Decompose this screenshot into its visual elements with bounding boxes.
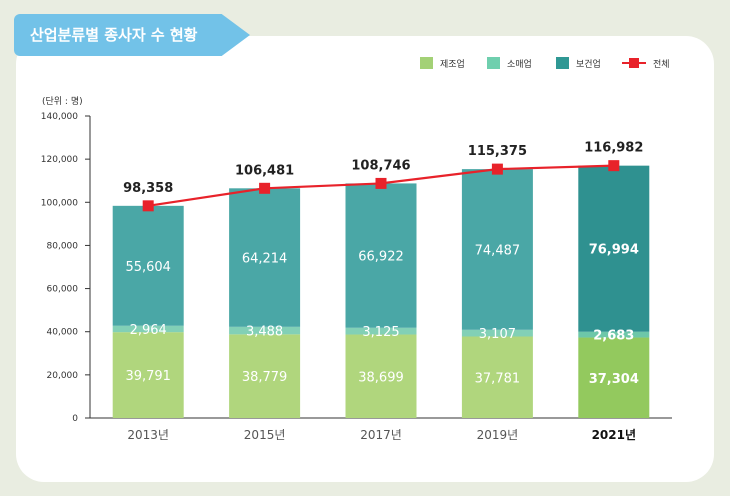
x-tick-label: 2017년 [360, 428, 402, 442]
legend-swatch-marker [629, 58, 639, 68]
total-value-label: 108,746 [351, 158, 410, 173]
y-tick-label: 0 [72, 414, 78, 424]
bar-segment [578, 165, 650, 332]
bars [112, 165, 650, 418]
bar-value-label: 66,922 [358, 250, 404, 265]
bar-value-label: 74,487 [475, 243, 521, 258]
unit-label: (단위 : 명) [42, 96, 83, 107]
y-tick-label: 100,000 [41, 198, 78, 208]
y-tick-label: 20,000 [47, 371, 79, 381]
bar-segment [229, 334, 301, 418]
y-tick-label: 60,000 [47, 285, 79, 295]
legend-label: 소매업 [507, 59, 532, 70]
x-tick-label: 2019년 [477, 428, 519, 442]
legend: 제조업 소매업 보건업 전체 [420, 57, 670, 70]
total-value-label: 98,358 [123, 181, 173, 196]
bar-segment [112, 205, 184, 326]
bar-value-label: 38,699 [358, 370, 404, 385]
bar-value-label: 64,214 [242, 252, 288, 267]
total-value-label: 106,481 [235, 163, 294, 178]
bar-segment [345, 183, 417, 328]
bar-value-label: 55,604 [125, 260, 171, 275]
bar-segment [578, 337, 650, 418]
bar-segment [229, 326, 301, 335]
total-value-label: 116,982 [584, 141, 643, 156]
data-labels: 39,791 2,964 55,604 38,779 3,488 64,214 38,699… [123, 141, 643, 387]
y-tick-label: 80,000 [47, 241, 79, 251]
legend-label: 보건업 [576, 59, 601, 70]
title-banner [14, 14, 250, 56]
total-line-marker [142, 200, 154, 212]
bar-segment [461, 336, 533, 418]
legend-label: 제조업 [440, 59, 465, 70]
bar-value-label: 38,779 [242, 370, 288, 385]
chart-title: 산업분류별 종사자 수 현황 [30, 26, 198, 44]
bar-value-label: 39,791 [125, 369, 171, 384]
legend-swatch [487, 57, 500, 69]
legend-label: 전체 [653, 59, 670, 70]
bar-value-label: 2,964 [130, 323, 167, 338]
y-tick-label: 120,000 [41, 155, 78, 165]
y-tick-label: 40,000 [47, 328, 79, 338]
total-value-label: 115,375 [468, 144, 527, 159]
x-tick-label: 2021년 [592, 428, 636, 442]
bar-value-label: 2,683 [593, 329, 634, 344]
legend-swatch [556, 57, 569, 69]
bar-value-label: 3,107 [479, 327, 516, 342]
bar-segment [461, 329, 533, 337]
total-line [142, 160, 620, 212]
total-line-marker [608, 160, 620, 172]
legend-swatch [420, 57, 433, 69]
bar-segment [112, 332, 184, 418]
bar-segment [229, 188, 301, 327]
x-tick-label: 2013년 [127, 428, 169, 442]
bar-segment [345, 327, 417, 335]
total-line-marker [259, 182, 271, 194]
bar-value-label: 37,781 [475, 371, 521, 386]
bar-value-label: 3,125 [362, 325, 399, 340]
total-line-marker [491, 163, 503, 175]
bar-segment [578, 331, 650, 338]
total-line-marker [375, 177, 387, 189]
bar-value-label: 3,488 [246, 325, 283, 340]
x-tick-label: 2015년 [244, 428, 286, 442]
bar-segment [461, 169, 533, 330]
bar-segment [345, 334, 417, 418]
bar-value-label: 76,994 [589, 243, 639, 258]
y-tick-label: 140,000 [41, 112, 78, 122]
bar-value-label: 37,304 [589, 372, 639, 387]
bar-segment [112, 325, 184, 333]
